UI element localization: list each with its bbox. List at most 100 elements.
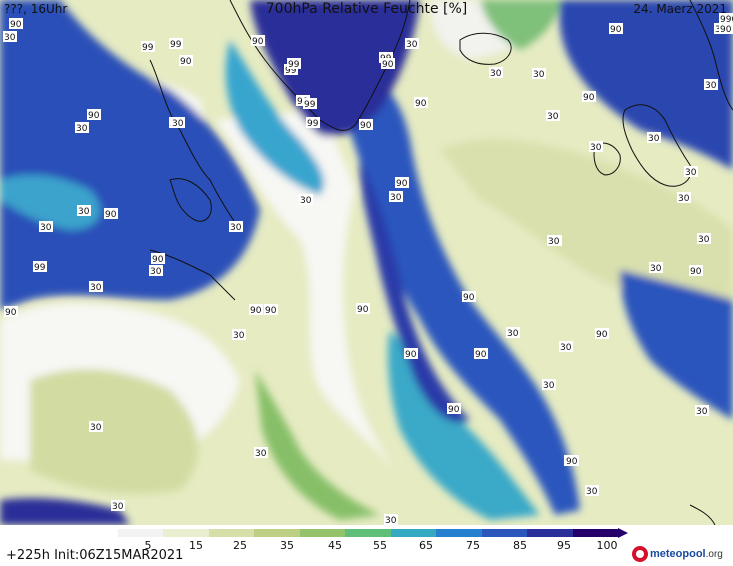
contour-label: 30 [489,67,503,79]
moist-band-atlantic [330,68,580,515]
contour-label: 30 [695,405,709,417]
svg-text:30: 30 [547,112,559,122]
svg-text:90: 90 [463,293,475,303]
contour-label: 90 [565,455,579,467]
svg-text:90: 90 [180,57,192,67]
contour-label: 90 [609,23,623,35]
legend-tick: 5 [144,539,152,552]
svg-text:30: 30 [678,194,690,204]
contour-label: 90 [474,348,488,360]
moist-region-southeast [620,270,733,420]
svg-text:30: 30 [255,449,267,459]
contour-label: 30 [299,194,313,206]
contour-label: 30 [546,110,560,122]
svg-text:90: 90 [583,93,595,103]
contour-label: 90 [381,58,395,70]
legend-swatch [299,529,346,537]
contour-label: 90 [359,119,373,131]
svg-text:90: 90 [415,99,427,109]
svg-text:90: 90 [250,306,262,316]
svg-text:90: 90 [265,306,277,316]
contour-label: 30 [389,191,403,203]
contour-label: 30 [684,166,698,178]
svg-text:99: 99 [34,263,46,273]
svg-text:30: 30 [698,235,710,245]
coastline-iberia [689,504,716,525]
contour-label: 90 [404,348,418,360]
legend-tick: 45 [328,539,342,552]
green-band-north [480,0,560,50]
moist-band-inner [359,160,470,423]
svg-text:90: 90 [596,330,608,340]
coastline-iceland [459,32,512,65]
contour-label: 99 [169,38,183,50]
contour-label: 30 [254,447,268,459]
legend-tick: 15 [189,539,203,552]
svg-text:90: 90 [10,20,22,30]
logo-domain-suffix: .org [705,548,723,560]
coastline-norway [689,0,733,111]
svg-text:30: 30 [705,81,717,91]
svg-text:90: 90 [357,305,369,315]
contour-label: 30 [532,68,546,80]
moist-region-north [250,0,420,137]
contour-label: 90 [356,303,370,315]
contour-label: 99 [303,98,317,110]
svg-text:30: 30 [696,407,708,417]
contour-label: 30 [89,421,103,433]
svg-text:90: 90 [720,25,732,35]
svg-text:90: 90 [152,255,164,265]
color-legend: 5 15 25 35 45 55 65 75 85 95 100 [0,525,733,566]
contour-label: 30 [171,117,185,129]
svg-text:30: 30 [150,267,162,277]
coastline-newfoundland [169,178,212,222]
legend-swatch [390,529,437,537]
svg-text:90: 90 [5,308,17,318]
contour-label: 30 [697,233,711,245]
svg-text:30: 30 [543,381,555,391]
legend-tick: 35 [280,539,294,552]
coastline-labrador [149,59,241,231]
contour-label: 30 [649,262,663,274]
legend-swatch [345,529,391,537]
forecast-date: 24. Maerz 2021 [633,2,727,16]
svg-text:30: 30 [300,196,312,206]
legend-swatch [254,529,300,537]
contour-label: 90 [582,91,596,103]
legend-swatch [436,529,482,537]
coastline-ireland [593,142,621,176]
contour-label: 30 [542,379,556,391]
svg-text:99: 99 [307,119,319,129]
contour-label: 30 [405,38,419,50]
contour-label: 90 [447,403,461,415]
svg-text:30: 30 [590,143,602,153]
logo-wordmark: meteopool [650,548,706,560]
svg-text:99: 99 [142,43,154,53]
contour-label: 30 [111,500,125,512]
contour-label: 30 [384,514,398,525]
lightblue-region-west [0,174,101,230]
meteopool-logo[interactable]: meteopool .org [632,545,723,563]
contour-label: 30 [3,31,17,43]
legend-swatch [118,529,164,537]
contour-label: 99 [306,117,320,129]
legend-tick: 75 [466,539,480,552]
moist-region-southwest [0,498,130,525]
svg-text:99: 99 [285,66,297,76]
svg-text:90: 90 [360,121,372,131]
svg-text:90: 90 [448,405,460,415]
contour-label: 99 [33,261,47,273]
svg-text:30: 30 [548,237,560,247]
contour-label: 30 [585,485,599,497]
svg-text:90: 90 [610,25,622,35]
svg-text:90: 90 [252,37,264,47]
svg-text:30: 30 [78,207,90,217]
lightblue-region-north [225,40,324,195]
legend-swatch [572,529,618,537]
svg-text:990: 990 [720,15,733,25]
contour-label: 90 [179,55,193,67]
contour-label: 99 [287,58,301,70]
contour-label: 90 [395,177,409,189]
contour-label: 30 [229,221,243,233]
legend-tick: 100 [596,539,618,552]
